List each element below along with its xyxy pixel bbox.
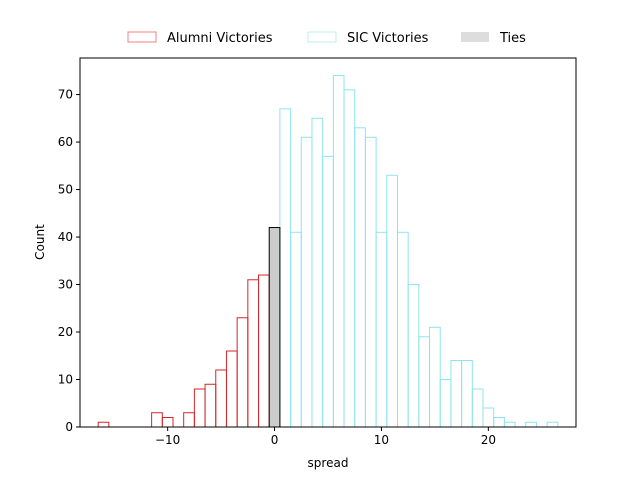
sic-victories-bar: [279, 108, 292, 428]
y-tick-label: 70: [58, 88, 73, 102]
sic-victories-bar: [493, 417, 505, 428]
x-tick-label: 0: [271, 433, 279, 447]
x-axis-title: spread: [308, 456, 349, 470]
alumni-victories-bar: [225, 350, 238, 428]
sic-victories-bar: [375, 231, 388, 428]
alumni-victories-bar: [204, 383, 217, 428]
sic-victories-bar: [546, 421, 559, 428]
y-tick-label: 10: [58, 373, 73, 387]
alumni-victories-bar: [236, 317, 249, 428]
alumni-victories-bar: [151, 412, 163, 428]
alumni-victories-bar: [258, 274, 270, 428]
alumni-victories-legend-swatch: [127, 31, 157, 43]
sic-victories-bar: [429, 326, 441, 428]
alumni-victories-bar: [183, 412, 195, 428]
sic-victories-bar: [386, 174, 398, 428]
sic-victories-bar: [322, 155, 334, 428]
sic-victories-legend-label: SIC Victories: [347, 31, 429, 46]
sic-victories-bar: [407, 284, 420, 428]
sic-victories-bar: [461, 360, 473, 428]
alumni-victories-bar: [247, 279, 260, 428]
alumni-victories-bar: [215, 369, 227, 428]
legend: Alumni Victories SIC Victories Ties: [127, 31, 526, 46]
histogram-bars: [97, 75, 559, 428]
alumni-victories-bar: [97, 421, 110, 428]
ties-legend-label: Ties: [499, 31, 526, 46]
alumni-victories-legend-label: Alumni Victories: [167, 31, 273, 46]
sic-victories-bar: [364, 136, 377, 428]
alumni-victories-bar: [193, 388, 206, 428]
ties-bar: [268, 227, 281, 428]
y-tick-label: 0: [65, 420, 73, 434]
plot-area-frame: [79, 57, 577, 428]
ties-legend-swatch: [461, 32, 489, 42]
sic-victories-bar: [418, 336, 431, 428]
sic-victories-bar: [343, 89, 356, 428]
x-tick-label: −10: [155, 433, 180, 447]
sic-victories-bar: [525, 421, 537, 428]
sic-victories-bar: [439, 379, 452, 428]
x-tick-label: 20: [481, 433, 496, 447]
sic-victories-bar: [396, 231, 409, 428]
sic-victories-bar: [332, 75, 345, 428]
sic-victories-bar: [482, 407, 495, 428]
y-axis: 0 10 20 30 40 50 60 70: [58, 88, 80, 434]
y-tick-label: 50: [58, 183, 73, 197]
sic-victories-bar: [450, 360, 463, 428]
y-tick-label: 30: [58, 278, 73, 292]
sic-victories-bar: [503, 421, 516, 428]
y-axis-title: Count: [33, 224, 47, 260]
sic-victories-bar: [300, 136, 313, 428]
sic-victories-bar: [354, 127, 366, 428]
sic-victories-bar: [311, 117, 324, 428]
y-tick-label: 60: [58, 135, 73, 149]
x-axis: −10 0 10 20: [155, 427, 496, 447]
y-tick-label: 40: [58, 230, 73, 244]
sic-victories-legend-swatch: [307, 31, 337, 43]
x-tick-label: 10: [374, 433, 389, 447]
sic-victories-bar: [290, 231, 302, 428]
alumni-victories-bar: [161, 417, 174, 428]
sic-victories-bar: [471, 388, 484, 428]
y-tick-label: 20: [58, 325, 73, 339]
